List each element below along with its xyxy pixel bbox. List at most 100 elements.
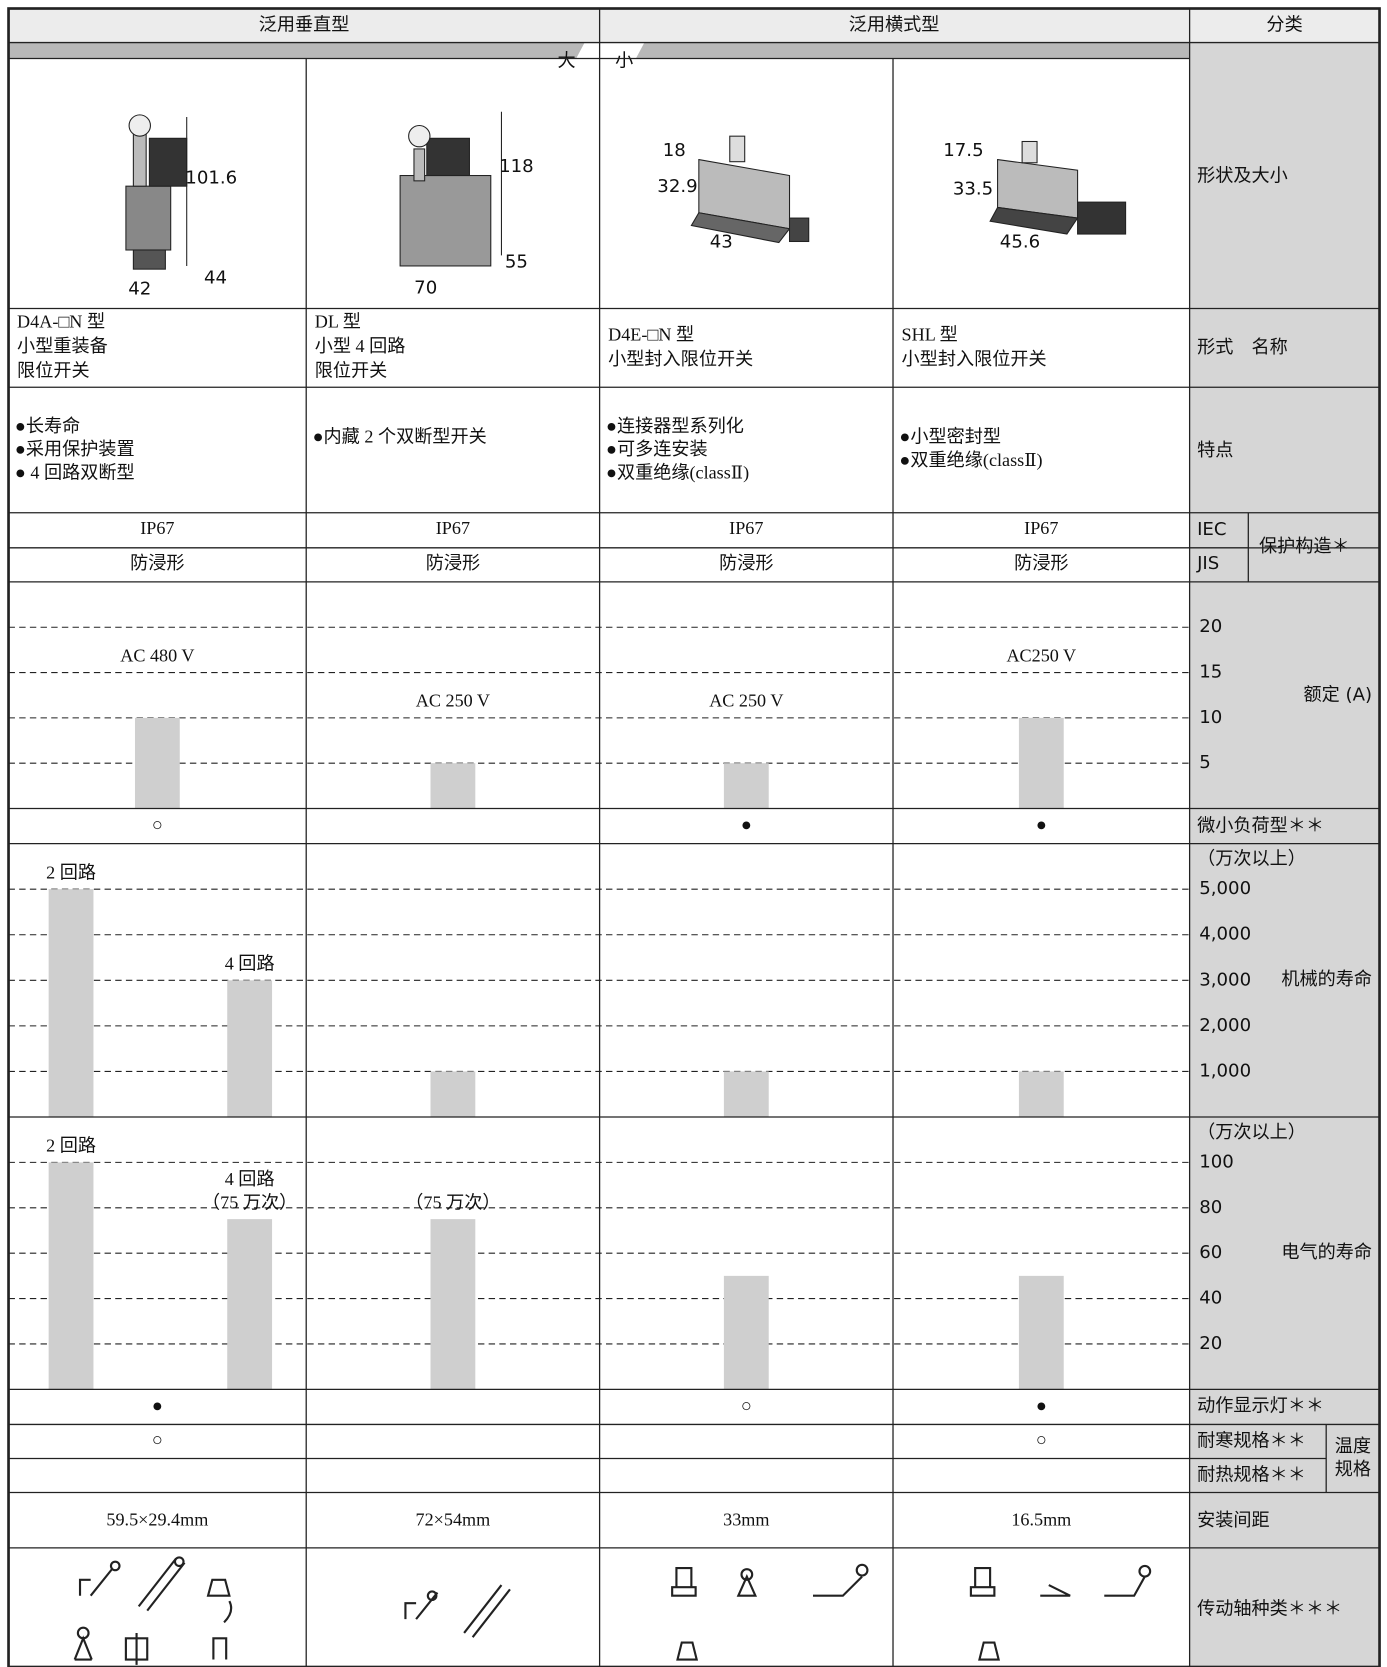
iec-rating: IP67 [140, 518, 174, 538]
iec-rating: IP67 [436, 518, 470, 538]
y-tick-label: 1,000 [1199, 1060, 1251, 1081]
symbol: ● [152, 1396, 163, 1416]
feature: ●双重绝缘(classⅡ) [606, 463, 749, 484]
y-tick-label: 5 [1199, 752, 1211, 773]
symbol: ● [1036, 1396, 1047, 1416]
y-tick-label: 100 [1199, 1151, 1234, 1172]
outer-border [7, 7, 1381, 1667]
unit-label: （万次以上） [1197, 1122, 1306, 1143]
bar [1018, 1071, 1064, 1118]
switch-head [148, 137, 188, 187]
jis-rating: 防浸形 [719, 553, 773, 573]
switch-body [125, 185, 172, 251]
size-band [635, 42, 1190, 59]
bar [48, 1162, 94, 1390]
icon [978, 1641, 1001, 1661]
icon [855, 1563, 869, 1577]
symbol: ○ [741, 1396, 752, 1416]
symbol: ○ [1036, 1430, 1047, 1450]
icon [740, 1568, 754, 1581]
symbol: ○ [152, 1430, 163, 1450]
feature: ●小型密封型 [899, 426, 1001, 446]
y-tick-label: 15 [1199, 662, 1222, 683]
row-label: 保护构造＊ [1259, 536, 1350, 557]
bar [723, 763, 769, 809]
lever [413, 148, 426, 182]
icon [426, 1590, 438, 1602]
row-label: 耐寒规格＊＊ [1197, 1430, 1306, 1451]
unit-label: （万次以上） [1197, 849, 1306, 870]
dimension: 55 [505, 252, 528, 273]
switch-side [989, 206, 1079, 235]
model-name: D4E-□N 型 [608, 324, 694, 344]
switch-body [399, 174, 492, 267]
row-label: JIS [1196, 553, 1219, 574]
row-label: 特点 [1197, 440, 1233, 461]
row-label: 安装间距 [1197, 1510, 1270, 1531]
feature: ●双重绝缘(classⅡ) [899, 450, 1042, 471]
bar-label: 4 回路 [225, 1169, 275, 1189]
bar-label: 2 回路 [46, 862, 96, 882]
header-bg [8, 8, 1380, 43]
model-name: 限位开关 [17, 361, 90, 381]
voltage-label: AC 480 V [120, 645, 194, 665]
symbol: ● [741, 815, 752, 835]
iec-rating: IP67 [729, 518, 763, 538]
icon [671, 1567, 697, 1597]
model-name: 限位开关 [315, 361, 388, 381]
bar [134, 717, 180, 809]
bar [723, 1275, 769, 1390]
actuator-icons [73, 1556, 1152, 1665]
feature: ●内藏 2 个双断型开关 [313, 426, 487, 446]
feature: ●长寿命 [15, 416, 80, 436]
bar [48, 889, 94, 1118]
row-label: 电气的寿命 [1281, 1242, 1372, 1263]
dimension: 17.5 [943, 140, 983, 161]
bar [1018, 717, 1064, 809]
roller [128, 114, 151, 137]
icon [212, 1600, 233, 1660]
jis-rating: 防浸形 [426, 553, 480, 573]
feature: ● 4 回路双断型 [15, 463, 135, 483]
dimension: 33.5 [953, 178, 993, 199]
dimension: 45.6 [1000, 232, 1040, 253]
dimension: 44 [204, 268, 227, 289]
icon [78, 1568, 113, 1597]
dimension: 18 [663, 140, 686, 161]
row-label: 耐热规格＊＊ [1197, 1465, 1306, 1486]
row-label: 形状及大小 [1197, 166, 1288, 187]
size-large: 大 [557, 51, 575, 72]
icon [1104, 1576, 1146, 1597]
icon [463, 1584, 511, 1638]
y-tick-label: 4,000 [1199, 924, 1251, 945]
icon [124, 1632, 149, 1665]
y-tick-label: 3,000 [1199, 969, 1251, 990]
y-tick-label: 2,000 [1199, 1015, 1251, 1036]
roller [408, 124, 431, 148]
y-tick-label: 60 [1199, 1242, 1222, 1263]
bar-label: （75 万次） [202, 1192, 297, 1212]
row-label: 传动轴种类＊＊＊ [1197, 1599, 1342, 1620]
mount-pitch: 33mm [723, 1509, 769, 1529]
row-label: 形式 名称 [1197, 337, 1288, 358]
dimension: 42 [128, 278, 151, 299]
model-name: 小型封入限位开关 [608, 349, 753, 369]
model-name: DL 型 [315, 312, 361, 332]
y-tick-label: 80 [1199, 1197, 1222, 1218]
dimension: 101.6 [185, 168, 237, 189]
model-name: 小型重装备 [17, 336, 108, 356]
icon [109, 1560, 121, 1572]
dimension: 43 [710, 232, 733, 253]
model-name: SHL 型 [902, 324, 958, 344]
row-label: 额定 (A) [1303, 685, 1372, 706]
iec-rating: IP67 [1024, 518, 1058, 538]
group-header: 泛用横式型 [849, 15, 940, 36]
row-label: IEC [1197, 519, 1226, 540]
y-tick-label: 20 [1199, 1333, 1222, 1354]
icon [1138, 1564, 1152, 1578]
bar [227, 980, 273, 1118]
voltage-label: AC 250 V [709, 691, 783, 711]
row-label: 规格 [1335, 1459, 1371, 1480]
icon [137, 1557, 186, 1612]
